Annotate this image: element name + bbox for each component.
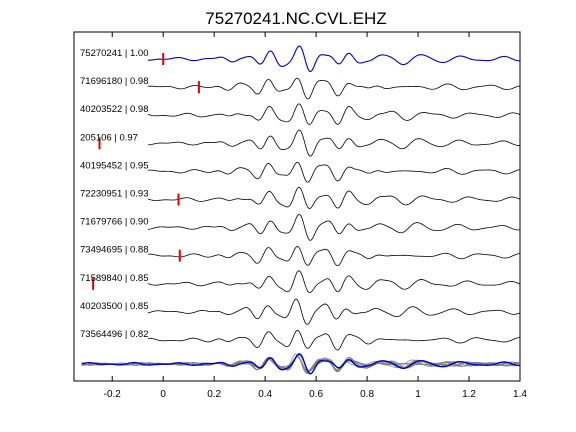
trace-line-4 [147,161,521,183]
x-tick-label-8: 1.4 [513,389,527,400]
x-tick-label-2: 0.2 [207,389,221,400]
x-tick-label-0: -0.2 [104,389,122,400]
trace-label-7: 73494695 | 0.88 [80,245,149,256]
trace-label-0: 75270241 | 1.00 [80,48,149,59]
trace-line-6 [147,213,521,241]
x-tick-label-4: 0.6 [309,389,323,400]
trace-label-5: 72230951 | 0.93 [80,189,149,200]
trace-label-8: 71589840 | 0.85 [80,273,149,284]
x-tick-label-7: 1.2 [462,389,476,400]
trace-line-10 [147,329,521,351]
chart-title: 75270241.NC.CVL.EHZ [205,9,386,28]
trace-label-2: 40203522 | 0.98 [80,104,149,115]
trace-label-9: 40203500 | 0.85 [80,301,149,312]
trace-label-4: 40195452 | 0.95 [80,160,149,171]
x-tick-label-6: 1 [415,389,421,400]
x-tick-label-3: 0.4 [258,389,272,400]
x-tick-label-5: 0.8 [360,389,374,400]
trace-line-1 [147,77,521,100]
trace-line-7 [147,246,521,267]
trace-label-10: 73564496 | 0.82 [80,329,149,340]
trace-line-2 [147,103,521,125]
trace-label-1: 71696180 | 0.98 [80,76,149,87]
x-tick-label-1: 0 [160,389,166,400]
picks-layer [92,53,200,290]
trace-label-6: 71679766 | 0.90 [80,217,149,228]
plot-frame [73,31,521,382]
x-axis-ticks: -0.2 0 0.2 0.4 0.6 0.8 1 1.2 1.4 [104,32,527,400]
trace-label-3: 205106 | 0.97 [80,132,138,143]
stack-trace-0 [81,353,521,375]
traces-layer [147,45,521,351]
trace-line-9 [147,298,521,325]
trace-line-5 [147,186,521,209]
stack-trace-1 [81,356,521,374]
trace-line-0 [147,45,521,73]
labels-layer: 75270241 | 1.00 71696180 | 0.98 40203522 |… [80,48,149,340]
trace-line-3 [147,129,521,157]
trace-line-8 [147,270,521,294]
stack-layer [81,353,521,375]
